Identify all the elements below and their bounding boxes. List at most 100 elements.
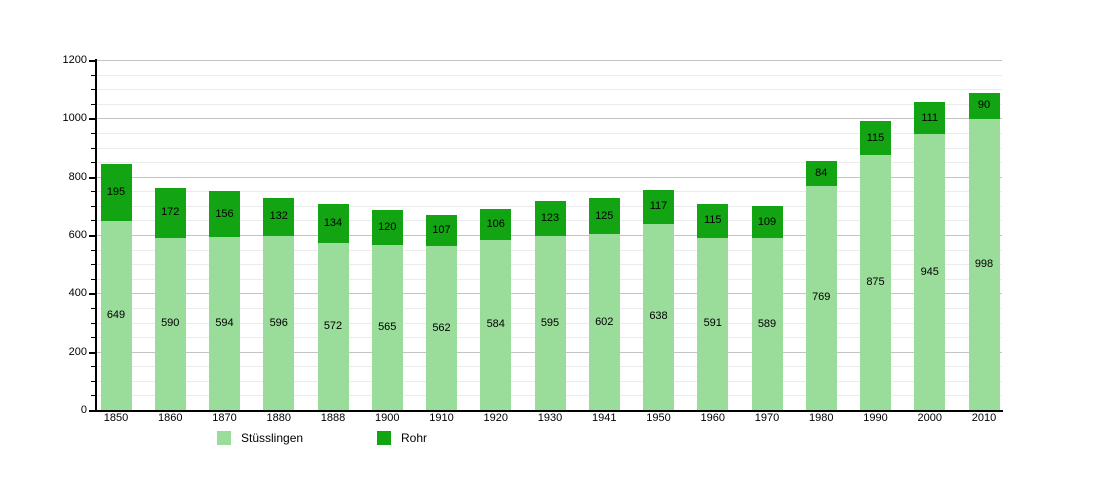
y-axis-tick <box>89 410 95 412</box>
bar-value-label: 111 <box>921 111 939 124</box>
bar-segment-stusslingen: 591 <box>697 237 729 410</box>
bar-1990: 115 875 <box>860 121 891 410</box>
x-tick-label: 1970 <box>754 412 780 424</box>
bar-segment-rohr: 123 <box>534 200 566 237</box>
legend-label-stusslingen: Stüsslingen <box>241 431 304 445</box>
bar-segment-stusslingen: 572 <box>317 243 349 410</box>
x-tick-label: 2010 <box>971 412 997 424</box>
bar-segment-stusslingen: 649 <box>100 220 132 410</box>
gridline-minor <box>97 74 1002 76</box>
bar-segment-rohr: 111 <box>914 102 946 135</box>
bar-value-label: 117 <box>649 200 668 213</box>
legend-item-rohr: Rohr <box>377 431 427 445</box>
y-axis-tick <box>91 337 95 339</box>
bar-value-label: 638 <box>649 310 668 323</box>
bar-value-label: 590 <box>161 317 180 330</box>
bar-segment-rohr: 107 <box>426 214 457 247</box>
bar-segment-stusslingen: 602 <box>588 234 620 410</box>
x-tick-label: 1941 <box>592 412 617 424</box>
y-axis-tick <box>91 307 95 309</box>
bar-value-label: 109 <box>757 215 777 228</box>
bar-segment-stusslingen: 590 <box>154 237 186 410</box>
legend-label-rohr: Rohr <box>401 431 428 445</box>
gridline-major <box>97 60 1002 61</box>
x-tick-label: 1880 <box>266 412 291 424</box>
bar-value-label: 172 <box>161 206 180 219</box>
bar-segment-stusslingen: 595 <box>534 236 566 410</box>
y-axis-tick <box>91 132 95 134</box>
bar-1850: 195 649 <box>100 163 132 410</box>
y-axis-tick <box>91 380 95 382</box>
bar-value-label: 195 <box>106 185 126 198</box>
bar-segment-rohr: 115 <box>697 204 729 238</box>
x-axis-line <box>95 410 1003 412</box>
bar-segment-rohr: 115 <box>860 121 891 155</box>
legend-swatch-stusslingen <box>217 431 231 445</box>
x-tick-label: 1850 <box>103 412 129 424</box>
y-axis-tick <box>91 205 95 207</box>
bar-1970: 109 589 <box>751 206 783 410</box>
y-axis-line <box>95 59 97 411</box>
x-tick-label: 1960 <box>700 412 725 424</box>
bar-value-label: 565 <box>378 321 397 334</box>
gridline-minor <box>97 191 1002 193</box>
bar-1860: 172 590 <box>154 187 186 410</box>
bar-value-label: 134 <box>323 217 343 230</box>
bar-segment-stusslingen: 769 <box>805 185 837 410</box>
y-axis-tick <box>91 147 95 149</box>
x-tick-label: 1870 <box>212 412 237 424</box>
bar-segment-rohr: 120 <box>371 210 403 246</box>
bar-value-label: 120 <box>378 221 397 234</box>
bar-value-label: 596 <box>269 316 288 329</box>
bar-1930: 123 595 <box>534 200 566 410</box>
bar-segment-rohr: 172 <box>154 187 186 238</box>
bar-value-label: 132 <box>269 210 288 223</box>
x-tick-label: 1990 <box>863 412 888 424</box>
y-tick-label: 400 <box>68 287 87 300</box>
gridline-major <box>97 176 1002 178</box>
bar-segment-stusslingen: 875 <box>860 154 891 410</box>
y-axis-tick <box>91 74 95 76</box>
y-axis-tick <box>91 162 95 164</box>
x-tick-label: 1950 <box>646 412 671 424</box>
x-tick-label: 1980 <box>809 412 834 424</box>
gridline-minor <box>97 132 1002 134</box>
bar-value-label: 84 <box>815 166 828 179</box>
gridline-major <box>97 118 1002 120</box>
bar-1900: 120 565 <box>371 210 403 410</box>
x-tick-label: 1910 <box>429 412 454 424</box>
gridline-minor <box>97 89 1002 91</box>
y-axis-tick <box>91 395 95 397</box>
x-tick-label: 1888 <box>320 412 346 424</box>
bar-value-label: 945 <box>920 265 939 278</box>
plot-area: 195 649 172 590 156 594 132 596 134 572 120 565 107 5… <box>97 60 1002 410</box>
bar-1888: 134 572 <box>317 204 349 410</box>
bar-value-label: 589 <box>757 317 777 330</box>
y-axis-tick <box>89 351 95 354</box>
bar-value-label: 594 <box>215 316 234 329</box>
bar-segment-stusslingen: 562 <box>426 246 457 410</box>
y-tick-label: 1200 <box>62 54 87 66</box>
bar-value-label: 595 <box>540 316 560 329</box>
bar-segment-rohr: 132 <box>263 197 295 237</box>
x-tick-label: 1860 <box>158 412 183 424</box>
y-axis-tick <box>91 322 95 324</box>
bar-value-label: 572 <box>323 320 343 333</box>
bar-1870: 156 594 <box>209 191 240 410</box>
bar-segment-stusslingen: 589 <box>751 238 783 410</box>
bar-1910: 107 562 <box>426 214 457 410</box>
legend-swatch-rohr <box>377 431 391 445</box>
y-axis-tick <box>91 366 95 368</box>
y-axis-tick <box>91 249 95 251</box>
y-axis-tick <box>91 220 95 222</box>
y-axis-tick <box>89 60 95 62</box>
bar-value-label: 115 <box>703 214 722 227</box>
y-axis-tick <box>91 89 95 91</box>
bar-1880: 132 596 <box>263 197 295 410</box>
bar-segment-stusslingen: 594 <box>209 236 240 410</box>
y-tick-label: 1000 <box>62 112 87 125</box>
bar-value-label: 562 <box>432 321 451 334</box>
x-tick-label: 1930 <box>537 412 563 424</box>
bar-value-label: 107 <box>432 223 451 236</box>
y-axis-tick <box>91 278 95 280</box>
